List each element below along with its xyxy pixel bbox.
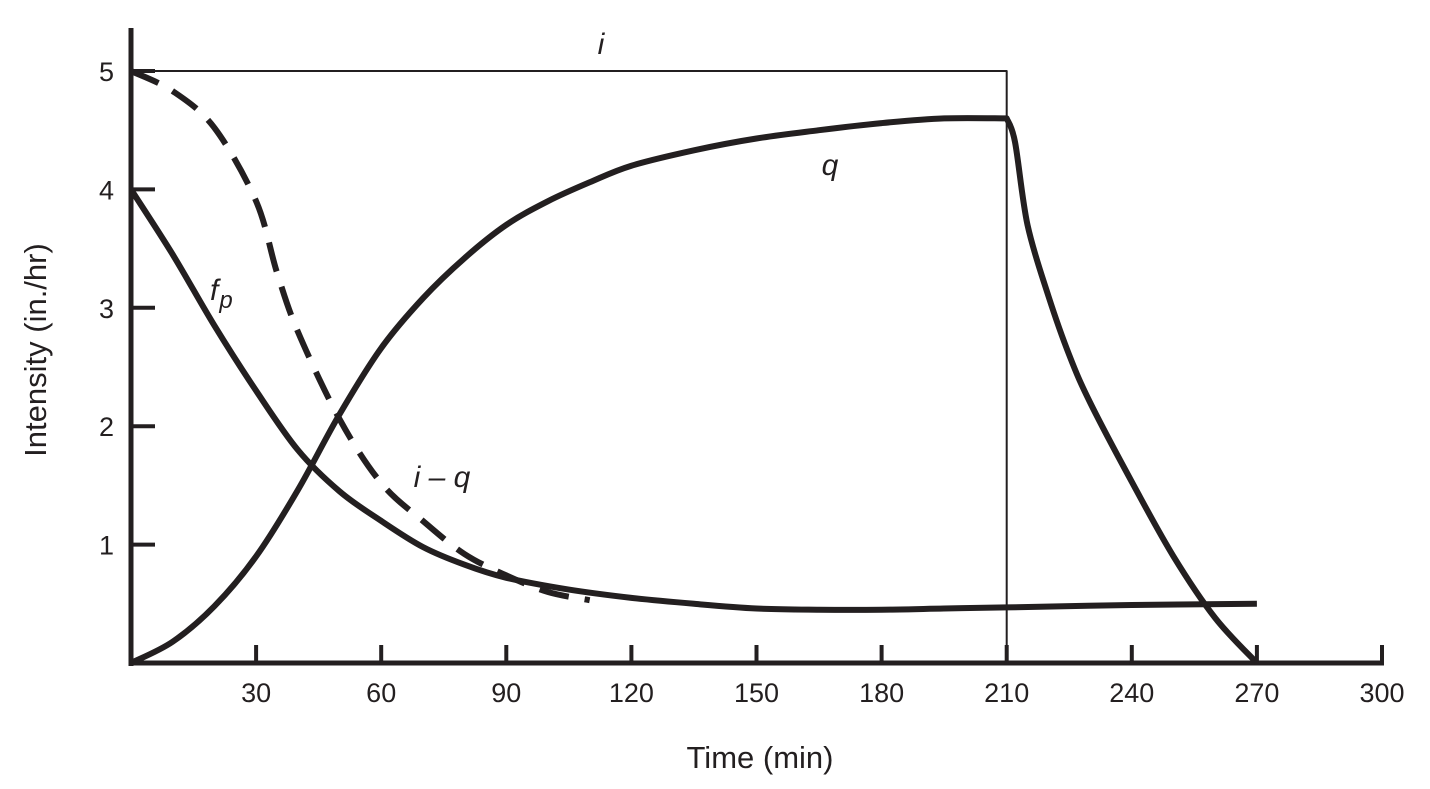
series-label-fp: fp (210, 274, 233, 314)
series-label-fp-subscript: p (218, 287, 232, 314)
x-tick-label-90: 90 (491, 678, 521, 708)
x-tick-label-240: 240 (1109, 678, 1154, 708)
x-tick-label-300: 300 (1359, 678, 1404, 708)
y-tick-label-1: 1 (99, 531, 114, 561)
x-axis-title: Time (min) (687, 740, 834, 775)
series-line-q (129, 115, 1260, 666)
x-tick-label-120: 120 (609, 678, 654, 708)
y-tick-label-4: 4 (99, 175, 114, 205)
series-label-i-minus-q: i – q (414, 461, 471, 494)
x-tick-label-150: 150 (734, 678, 779, 708)
x-tick-label-180: 180 (859, 678, 904, 708)
y-tick-label-5: 5 (99, 57, 114, 87)
y-tick-label-2: 2 (99, 412, 114, 442)
plot-lines (128, 68, 1260, 666)
series-line-fp (128, 187, 1257, 613)
x-tick-labels: 30 60 90 120 150 180 210 240 270 300 (241, 678, 1404, 708)
series-labels: i q fp i – q (210, 28, 839, 494)
y-axis-title: Intensity (in./hr) (18, 243, 53, 457)
series-line-i (131, 70, 1008, 663)
series-label-fp-main: f (210, 274, 221, 307)
x-tick-label-30: 30 (241, 678, 271, 708)
y-tick-label-3: 3 (99, 294, 114, 324)
x-tick-label-210: 210 (984, 678, 1029, 708)
series-label-i: i (598, 28, 606, 61)
x-tick-label-270: 270 (1234, 678, 1279, 708)
x-tick-label-60: 60 (366, 678, 396, 708)
series-line-i-q (129, 68, 591, 604)
series-label-q: q (822, 149, 839, 182)
y-tick-labels: 1 2 3 4 5 (99, 57, 114, 561)
axes (128, 28, 1384, 666)
